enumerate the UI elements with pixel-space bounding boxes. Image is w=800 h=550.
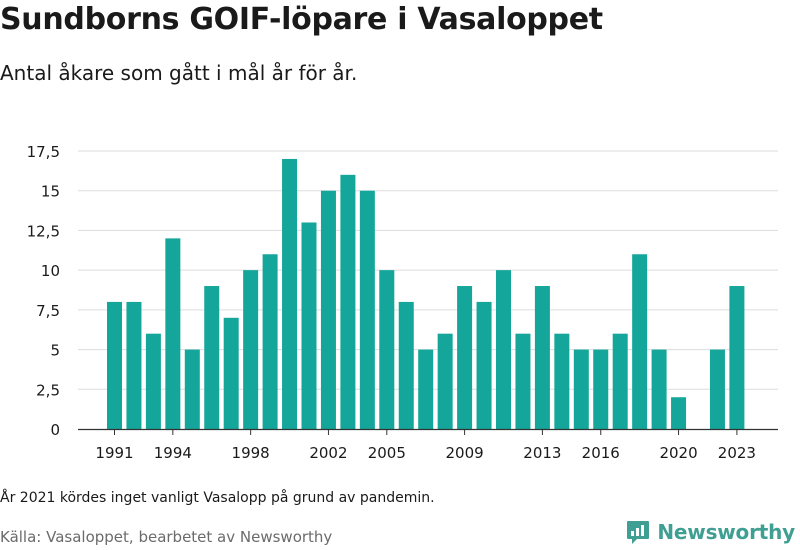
bar-2015: [573, 349, 589, 429]
y-tick-label: 7,5: [36, 302, 60, 320]
bar-2013: [534, 286, 550, 429]
bars: [107, 158, 745, 429]
bar-2009: [457, 286, 473, 429]
bar-1996: [204, 286, 220, 429]
bar-2000: [282, 158, 298, 429]
bar-2006: [398, 301, 414, 429]
bar-2020: [671, 397, 687, 429]
bar-2008: [437, 333, 453, 429]
bar-1991: [107, 301, 122, 429]
bar-2004: [359, 190, 375, 429]
y-tick-label: 12,5: [27, 222, 60, 240]
brand-name: Newsworthy: [657, 520, 795, 544]
x-tick-label: 1994: [154, 444, 192, 462]
chart-subtitle: Antal åkare som gått i mål år för år.: [0, 61, 358, 85]
x-tick-label: 1998: [232, 444, 270, 462]
bar-2002: [320, 190, 336, 429]
bar-2022: [709, 349, 725, 429]
bar-1994: [165, 238, 181, 429]
x-tick-label: 2005: [368, 444, 406, 462]
y-tick-label: 0: [50, 421, 60, 439]
bar-2023: [729, 286, 745, 429]
bar-2012: [515, 333, 531, 429]
source-text: Källa: Vasaloppet, bearbetet av Newswort…: [0, 528, 333, 546]
x-tick-label: 2020: [659, 444, 697, 462]
bar-2010: [476, 301, 492, 429]
bar-1992: [126, 301, 142, 429]
bar-2011: [496, 270, 511, 429]
chart-title: Sundborns GOIF-löpare i Vasaloppet: [0, 2, 603, 37]
x-tick-label: 2013: [523, 444, 561, 462]
x-tick-label: 2016: [582, 444, 620, 462]
bar-2017: [612, 333, 628, 429]
x-tick-label: 1991: [95, 444, 133, 462]
bar-1995: [184, 349, 200, 429]
bar-2003: [340, 174, 356, 429]
bar-chart-logo-icon: [627, 521, 650, 544]
bar-2014: [554, 333, 570, 429]
bar-1999: [262, 254, 278, 429]
bar-1998: [243, 270, 259, 429]
bar-2018: [632, 254, 648, 429]
y-tick-label: 15: [41, 183, 60, 201]
bar-1997: [223, 317, 239, 429]
bar-2019: [651, 349, 667, 429]
x-tick-label: 2009: [446, 444, 484, 462]
axes: 0 2,5 5 7,5 10 12,5 15 17,5 1991 1994 1998 2002 2005…: [27, 143, 778, 462]
bar-2001: [301, 222, 317, 429]
bar-2016: [593, 349, 609, 429]
chart-note: År 2021 kördes inget vanligt Vasalopp på…: [0, 490, 435, 506]
y-tick-label: 5: [50, 342, 60, 360]
bar-1993: [145, 333, 161, 429]
y-tick-label: 17,5: [27, 143, 60, 161]
bar-2005: [379, 270, 395, 429]
bar-2007: [418, 349, 434, 429]
y-tick-label: 10: [41, 262, 60, 280]
x-tick-label: 2023: [718, 444, 756, 462]
x-tick-label: 2002: [309, 444, 347, 462]
brand-logo: Newsworthy: [625, 519, 795, 545]
y-tick-label: 2,5: [36, 381, 60, 399]
